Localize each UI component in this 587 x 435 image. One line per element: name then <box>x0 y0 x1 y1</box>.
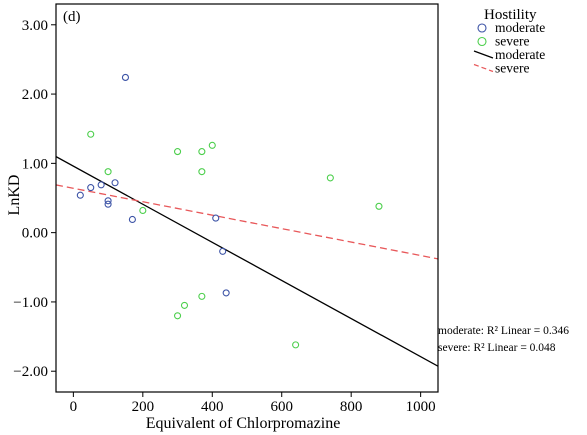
point-severe <box>173 312 182 320</box>
point-moderate <box>212 214 220 222</box>
legend-label-severe: severe <box>495 34 529 49</box>
legend-line-severe <box>473 63 494 73</box>
point-moderate <box>222 289 230 297</box>
point-severe <box>198 148 206 156</box>
point-moderate <box>219 247 227 255</box>
point-severe <box>198 168 206 176</box>
legend-marker-moderate <box>477 23 487 33</box>
fit-line-severe <box>56 184 438 260</box>
point-severe <box>139 206 147 215</box>
point-severe <box>375 202 383 210</box>
point-severe <box>292 341 300 349</box>
point-moderate <box>121 73 130 81</box>
point-moderate <box>128 215 136 224</box>
r2-annotation-moderate: moderate: R² Linear = 0.346 <box>438 325 569 337</box>
point-severe <box>208 141 216 149</box>
point-severe <box>87 130 95 138</box>
y-tick-label: 0.00 <box>22 226 48 242</box>
x-tick-label: 600 <box>270 399 293 415</box>
point-severe <box>173 148 182 156</box>
legend-marker-severe <box>477 36 487 47</box>
x-tick-label: 400 <box>201 399 224 415</box>
x-tick-label: 200 <box>132 399 155 415</box>
y-tick-label: 2.00 <box>22 87 48 103</box>
legend-label-moderate: moderate <box>495 20 545 35</box>
point-severe <box>198 292 206 300</box>
y-tick-label: 3.00 <box>22 18 48 34</box>
y-axis-title: LnKD <box>6 175 23 216</box>
point-moderate <box>97 181 105 189</box>
legend-title: Hostility <box>484 7 537 23</box>
r2-annotation-severe: severe: R² Linear = 0.048 <box>438 342 556 354</box>
panel-label: (d) <box>63 9 81 25</box>
x-axis-title: Equivalent of Chlorpromazine <box>146 415 341 432</box>
point-moderate <box>76 191 84 199</box>
plot-area-frame <box>55 3 439 393</box>
point-severe <box>326 174 334 182</box>
point-moderate <box>87 184 95 192</box>
y-tick-label: −1.00 <box>13 295 48 311</box>
point-severe <box>104 168 112 176</box>
x-tick-label: 1000 <box>406 399 436 415</box>
x-tick-label: 0 <box>70 399 78 415</box>
legend-label-severe: severe <box>495 61 529 76</box>
y-tick-label: −2.00 <box>13 364 48 380</box>
legend-line-moderate <box>473 50 494 59</box>
point-moderate <box>104 200 112 208</box>
point-moderate <box>111 179 119 187</box>
legend-label-moderate: moderate <box>495 47 545 62</box>
y-tick-label: 1.00 <box>22 156 48 172</box>
point-moderate <box>104 197 112 205</box>
x-tick-label: 800 <box>340 399 363 415</box>
fit-line-moderate <box>56 156 438 367</box>
point-severe <box>180 301 189 309</box>
